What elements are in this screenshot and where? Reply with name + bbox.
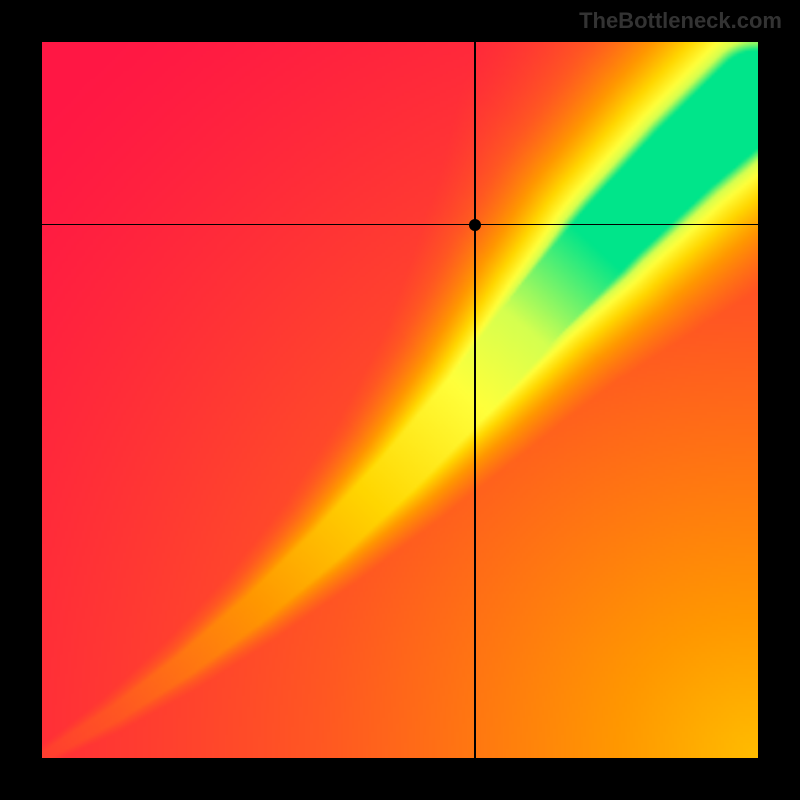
watermark-text: TheBottleneck.com	[579, 8, 782, 34]
heatmap-canvas	[42, 42, 758, 758]
crosshair-vertical	[474, 42, 475, 758]
bottleneck-heatmap	[42, 42, 758, 758]
crosshair-horizontal	[42, 224, 758, 225]
selection-marker	[469, 219, 481, 231]
